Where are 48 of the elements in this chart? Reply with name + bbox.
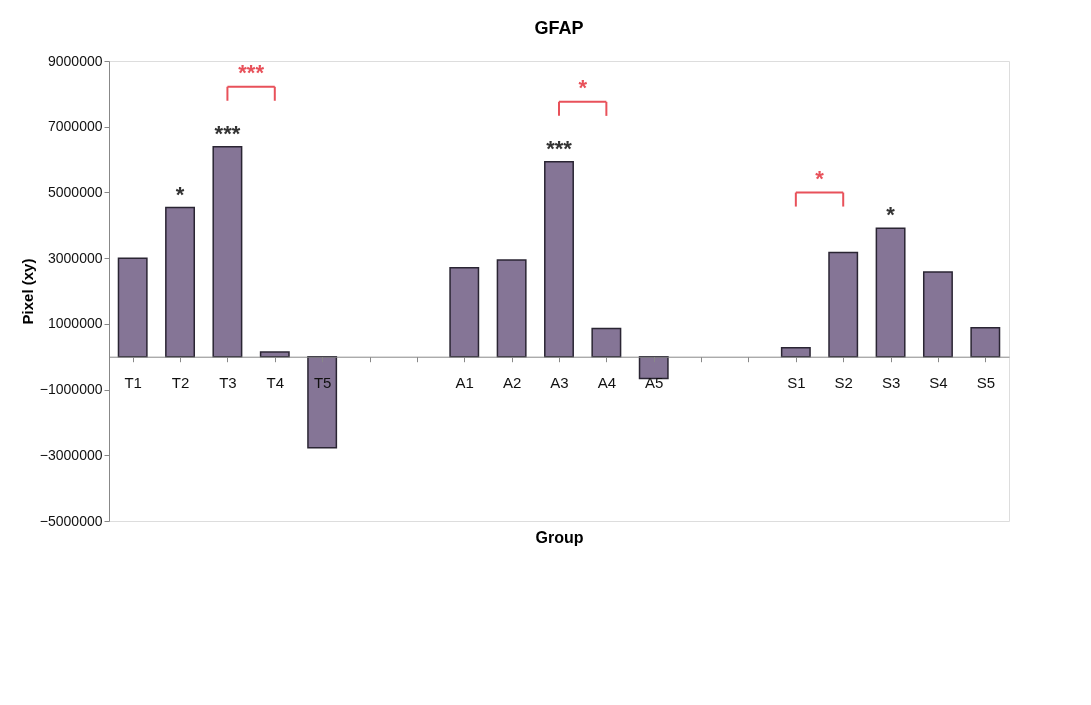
annotation: *** xyxy=(546,135,573,161)
annotation: *** xyxy=(214,120,241,146)
y-tick-label: −3000000 xyxy=(39,446,103,463)
y-axis-title: Pixel (xy) xyxy=(18,258,36,325)
x-tick-label: S5 xyxy=(976,374,995,392)
chart-title: GFAP xyxy=(534,18,584,38)
y-tick-label: −1000000 xyxy=(39,381,103,398)
x-tick-label: A2 xyxy=(502,374,522,392)
bar xyxy=(828,251,859,358)
annotation: * xyxy=(815,165,825,191)
y-tick-label: 7000000 xyxy=(47,118,103,135)
bar xyxy=(496,259,527,358)
y-tick-label: 9000000 xyxy=(47,52,103,69)
bar xyxy=(922,271,953,358)
y-tick-label: −5000000 xyxy=(39,512,103,529)
bar xyxy=(165,206,196,358)
bar xyxy=(117,257,148,358)
bar xyxy=(449,266,480,358)
annotation: * xyxy=(175,181,185,207)
annotation: * xyxy=(578,74,588,100)
x-tick-label: S4 xyxy=(929,374,948,392)
bar xyxy=(544,161,574,358)
y-tick-label: 3000000 xyxy=(47,249,103,266)
bar xyxy=(780,347,811,358)
x-tick-label: A4 xyxy=(597,374,617,392)
annotation: * xyxy=(886,202,896,228)
y-tick-label: 5000000 xyxy=(47,183,103,200)
x-tick-label: S3 xyxy=(881,374,901,392)
x-tick-label: A3 xyxy=(550,374,569,392)
x-tick-label: A5 xyxy=(645,374,664,392)
x-axis-title: Group xyxy=(535,528,584,546)
bar xyxy=(638,355,669,380)
x-tick-label: T1 xyxy=(124,374,142,392)
x-tick-label: T4 xyxy=(266,374,285,392)
x-tick-label: T2 xyxy=(171,374,190,392)
x-tick-label: S1 xyxy=(787,374,806,392)
bar xyxy=(307,355,338,449)
bar xyxy=(259,351,290,358)
x-tick-label: S2 xyxy=(834,374,853,392)
x-tick-label: A1 xyxy=(455,374,474,392)
bar xyxy=(212,146,243,358)
x-tick-label: T5 xyxy=(313,374,332,392)
annotation: *** xyxy=(238,59,265,85)
y-tick-label: 1000000 xyxy=(47,315,103,332)
bar xyxy=(970,327,1001,358)
bar xyxy=(591,327,622,358)
bar xyxy=(875,227,906,358)
x-tick-label: T3 xyxy=(219,374,237,392)
